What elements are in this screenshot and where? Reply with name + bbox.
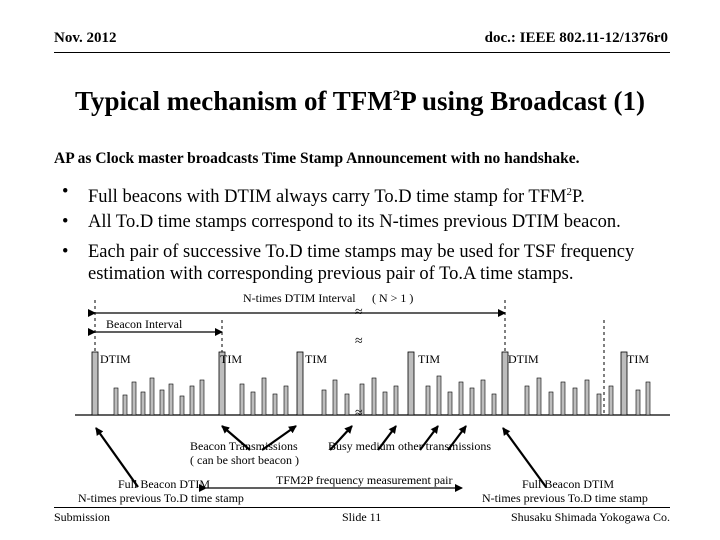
full-beacon-left-note: N-times previous To.D time stamp: [78, 491, 244, 505]
callout-arrows: [95, 425, 547, 488]
beacon-transmissions-note: ( can be short beacon ): [190, 453, 299, 467]
footer-author: Shusaku Shimada Yokogawa Co.: [510, 510, 670, 524]
bullet-1-text: Full beacons with DTIM always carry To.D…: [88, 186, 585, 208]
footer-submission: Submission: [54, 510, 111, 524]
beacon-bar-tim: [620, 351, 628, 416]
break-mark: ≈: [355, 305, 363, 320]
beacon-label-dtim: DTIM: [508, 352, 539, 366]
break-mark: ≈: [355, 334, 363, 349]
beacon-bar-dtim: [91, 351, 99, 416]
break-mark: ≈: [355, 406, 363, 421]
beacon-transmissions-label: Beacon Transmissions: [190, 439, 298, 453]
busy-medium-bars: [113, 375, 651, 416]
bullet-dot: •: [62, 212, 69, 232]
beacon-bar-tim: [218, 351, 226, 416]
measurement-pair-label: TFM2P frequency measurement pair: [276, 473, 453, 487]
bullet-2-text: All To.D time stamps correspond to its N…: [88, 212, 621, 232]
beacon-label-tim: TIM: [418, 352, 440, 366]
beacon-bar-tim: [407, 351, 415, 416]
header-date: Nov. 2012: [54, 30, 117, 46]
slide-title: Typical mechanism of TFM2P using Broadca…: [0, 86, 720, 117]
bullet-dot: •: [62, 242, 69, 262]
title-main: Typical mechanism of TFM: [74, 86, 393, 116]
n-condition-label: ( N > 1 ): [372, 291, 414, 305]
beacon-bars: [91, 351, 628, 416]
header-doc-id: doc.: IEEE 802.11-12/1376r0: [484, 30, 668, 46]
n-times-label: N-times DTIM Interval: [243, 291, 356, 305]
title-rest: P using Broadcast (1): [400, 86, 646, 116]
beacon-label-tim: TIM: [305, 352, 327, 366]
footer-slide-number: Slide 11: [342, 510, 382, 524]
full-beacon-right-note: N-times previous To.D time stamp: [482, 491, 648, 505]
bullet-dot: •: [62, 182, 69, 202]
full-beacon-right-title: Full Beacon DTIM: [522, 477, 614, 491]
busy-medium-label: Busy medium other transmissions: [328, 439, 491, 453]
beacon-label-dtim: DTIM: [100, 352, 131, 366]
bullet-3-text: Each pair of successive To.D time stamps…: [88, 242, 635, 284]
full-beacon-left-title: Full Beacon DTIM: [118, 477, 210, 491]
footer-divider: [54, 507, 670, 508]
beacon-label-tim: TIM: [220, 352, 242, 366]
header-divider: [54, 52, 670, 53]
beacon-bar-dtim: [501, 351, 509, 416]
beacon-label-tim: TIM: [627, 352, 649, 366]
beacon-interval-label: Beacon Interval: [106, 317, 183, 331]
title-superscript: 2: [392, 88, 401, 104]
slide-subtitle: AP as Clock master broadcasts Time Stamp…: [54, 150, 580, 167]
beacon-bar-tim: [296, 351, 304, 416]
